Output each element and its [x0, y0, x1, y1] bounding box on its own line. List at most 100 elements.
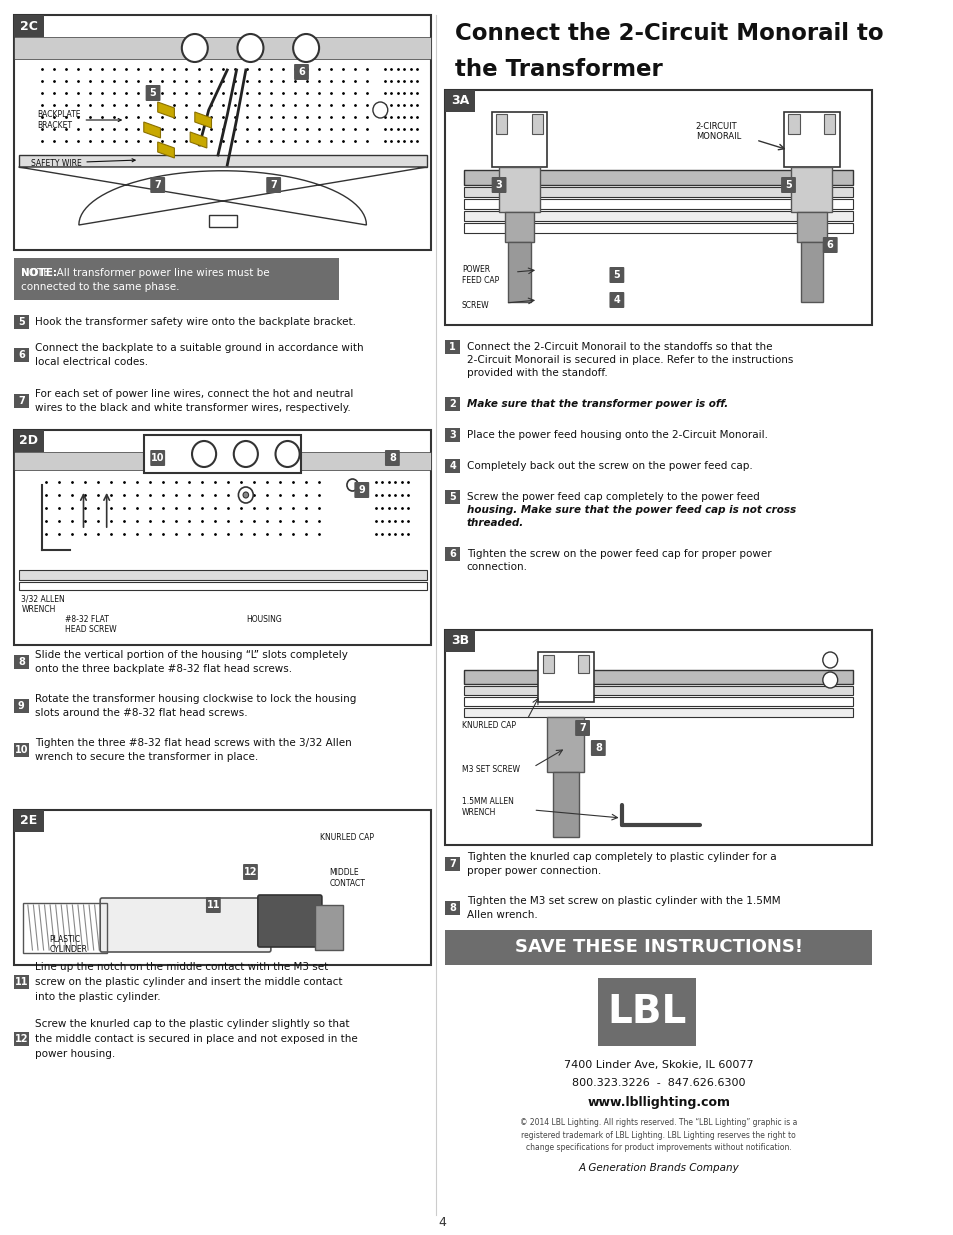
Text: KNURLED CAP: KNURLED CAP: [461, 720, 516, 730]
Bar: [788, 114, 799, 135]
FancyBboxPatch shape: [100, 898, 271, 952]
Text: connected to the same phase.: connected to the same phase.: [21, 282, 180, 291]
FancyBboxPatch shape: [266, 177, 281, 193]
Text: 8: 8: [18, 657, 25, 667]
Bar: [547, 718, 584, 772]
Text: 4: 4: [449, 461, 456, 471]
Bar: [14, 974, 29, 989]
Text: Screw the power feed cap completely to the power feed: Screw the power feed cap completely to t…: [466, 492, 759, 501]
Text: 800.323.3226  -  847.626.6300: 800.323.3226 - 847.626.6300: [571, 1078, 744, 1088]
Circle shape: [275, 441, 299, 467]
Text: the Transformer: the Transformer: [454, 58, 661, 82]
Text: 12: 12: [243, 867, 257, 877]
Text: Screw the knurled cap to the plastic cylinder slightly so that
the middle contac: Screw the knurled cap to the plastic cyl…: [35, 1019, 357, 1058]
Text: #8-32 FLAT
HEAD SCREW: #8-32 FLAT HEAD SCREW: [65, 615, 116, 635]
Bar: [14, 655, 29, 669]
Text: Line up the notch on the middle contact with the M3 set
screw on the plastic cyl: Line up the notch on the middle contact …: [35, 962, 342, 1002]
Bar: [542, 655, 554, 673]
Bar: [445, 429, 459, 442]
Text: www.lbllighting.com: www.lbllighting.com: [586, 1095, 729, 1109]
Text: HOUSING: HOUSING: [246, 615, 281, 624]
Bar: [790, 167, 831, 212]
Text: 6: 6: [18, 350, 25, 359]
Bar: [445, 547, 459, 561]
Bar: [463, 671, 853, 684]
Bar: [445, 340, 459, 354]
Circle shape: [347, 479, 357, 492]
Text: 5: 5: [150, 88, 156, 98]
Text: 10: 10: [151, 453, 164, 463]
Text: 2E: 2E: [20, 815, 37, 827]
Bar: [463, 211, 853, 221]
Text: SAFETY WIRE: SAFETY WIRE: [30, 158, 135, 168]
Bar: [18, 571, 426, 580]
Text: Connect the 2-Circuit Monorail to the standoffs so that the: Connect the 2-Circuit Monorail to the st…: [466, 342, 771, 352]
Text: 2-Circuit Monorail is secured in place. Refer to the instructions: 2-Circuit Monorail is secured in place. …: [466, 354, 792, 366]
Text: 5: 5: [784, 180, 791, 190]
Text: 7: 7: [449, 860, 456, 869]
FancyBboxPatch shape: [354, 482, 369, 498]
Bar: [496, 114, 507, 135]
Text: 8: 8: [595, 743, 601, 753]
Bar: [531, 114, 542, 135]
Bar: [14, 315, 29, 329]
Text: 1: 1: [449, 342, 456, 352]
Bar: [508, 242, 530, 303]
FancyBboxPatch shape: [575, 720, 589, 736]
Bar: [18, 156, 426, 167]
Text: KNURLED CAP: KNURLED CAP: [319, 834, 374, 842]
Text: 6: 6: [449, 550, 456, 559]
Text: 11: 11: [14, 977, 28, 987]
Bar: [14, 15, 431, 249]
Bar: [498, 167, 539, 212]
Bar: [445, 90, 871, 325]
Text: 7: 7: [578, 722, 585, 734]
Text: threaded.: threaded.: [466, 517, 523, 529]
Text: NOTE:: NOTE:: [21, 268, 57, 278]
Bar: [14, 348, 29, 362]
Bar: [14, 1032, 29, 1046]
Text: 4: 4: [438, 1215, 446, 1229]
Bar: [445, 857, 459, 871]
Text: Make sure that the transformer power is off.: Make sure that the transformer power is …: [466, 399, 727, 409]
Text: 10: 10: [14, 745, 28, 755]
Text: connection.: connection.: [466, 562, 527, 572]
Bar: [463, 685, 853, 695]
Bar: [315, 905, 343, 950]
Bar: [463, 224, 853, 233]
Text: A Generation Brands Company: A Generation Brands Company: [578, 1163, 739, 1173]
FancyBboxPatch shape: [609, 291, 623, 308]
Circle shape: [243, 492, 249, 498]
Bar: [491, 112, 547, 167]
Bar: [463, 170, 853, 185]
Text: 1.5MM ALLEN
WRENCH: 1.5MM ALLEN WRENCH: [461, 798, 514, 816]
Text: NOTE: All transformer power line wires must be: NOTE: All transformer power line wires m…: [21, 268, 270, 278]
Text: For each set of power line wires, connect the hot and neutral
wires to the black: For each set of power line wires, connec…: [35, 389, 354, 414]
Polygon shape: [157, 103, 174, 119]
Bar: [598, 978, 695, 1046]
Text: SCREW: SCREW: [461, 300, 489, 310]
Bar: [463, 199, 853, 209]
Text: 2: 2: [449, 399, 456, 409]
FancyBboxPatch shape: [491, 177, 506, 193]
Bar: [445, 630, 475, 652]
Bar: [463, 708, 853, 718]
Text: 7400 Linder Ave, Skokie, IL 60077: 7400 Linder Ave, Skokie, IL 60077: [563, 1060, 753, 1070]
Text: M3 SET SCREW: M3 SET SCREW: [461, 766, 519, 774]
Bar: [445, 396, 459, 411]
Bar: [14, 430, 431, 645]
Bar: [445, 630, 871, 845]
Bar: [445, 90, 475, 112]
Bar: [445, 459, 459, 473]
Text: housing. Make sure that the power feed cap is not cross: housing. Make sure that the power feed c…: [466, 505, 795, 515]
Text: 5: 5: [613, 270, 619, 280]
Bar: [14, 810, 44, 832]
Bar: [553, 772, 578, 837]
Text: Connect the backplate to a suitable ground in accordance with
local electrical c: Connect the backplate to a suitable grou…: [35, 342, 363, 367]
Text: 7: 7: [154, 180, 161, 190]
Bar: [14, 699, 29, 713]
Bar: [822, 114, 834, 135]
Text: 9: 9: [358, 485, 365, 495]
Bar: [445, 490, 459, 504]
FancyBboxPatch shape: [590, 740, 605, 756]
